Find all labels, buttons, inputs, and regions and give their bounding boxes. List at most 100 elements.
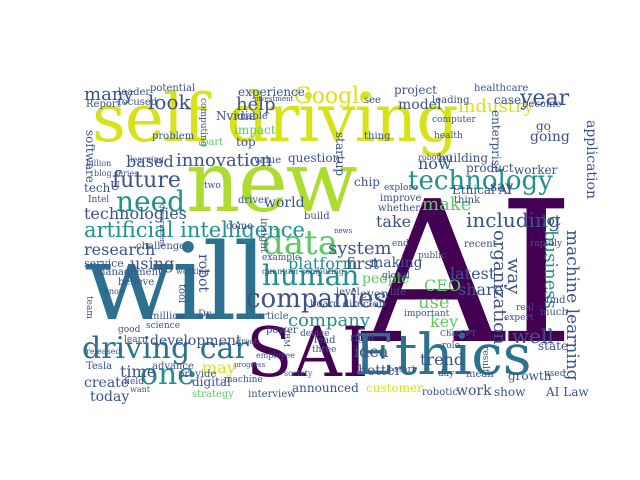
- word-artificial-intelligence: artificial intelligence: [84, 218, 305, 242]
- word-now: now: [418, 154, 452, 173]
- word-better: better: [358, 363, 402, 379]
- word-ethical-ai: Ethical AI: [452, 183, 513, 197]
- word-robot: robot: [195, 254, 211, 293]
- word-say: say: [490, 179, 514, 195]
- word-strategy: strategy: [192, 389, 234, 400]
- word-time: time: [120, 362, 157, 381]
- word-announced: announced: [292, 381, 359, 395]
- word-impact: impact: [234, 123, 276, 137]
- word-leader: leader: [118, 87, 151, 98]
- word-level: level: [336, 287, 360, 298]
- word-share: share: [458, 280, 504, 299]
- word-focused: focused: [118, 97, 158, 108]
- word-worker: worker: [514, 163, 558, 177]
- word-machine: machine: [224, 375, 263, 385]
- word-right: right: [350, 333, 375, 344]
- word-healthcare: healthcare: [474, 83, 529, 94]
- word-may: may: [202, 358, 236, 377]
- word-example: example: [262, 253, 301, 263]
- word-computer: computer: [432, 115, 476, 125]
- word-model: model: [398, 97, 442, 113]
- word-team: team: [84, 296, 94, 319]
- word-leading: leading: [432, 95, 470, 106]
- word-come: come: [226, 221, 254, 232]
- word-recent: recent: [464, 239, 497, 250]
- word-application: application: [583, 120, 599, 199]
- word-advance: advance: [152, 361, 194, 372]
- word-learn: learn: [124, 335, 148, 345]
- word-ceo: CEO: [424, 276, 462, 295]
- word-thing: thing: [364, 131, 391, 142]
- word-need: need: [116, 185, 186, 218]
- word-rapidly: rapidly: [530, 239, 563, 249]
- word-show: show: [494, 385, 526, 399]
- word-dr: Dr: [198, 309, 211, 320]
- word-much: much: [540, 307, 568, 318]
- word-driving-car: driving car: [82, 331, 249, 366]
- word-want: want: [130, 385, 150, 394]
- word-released: released: [86, 347, 121, 356]
- word-product: product: [466, 161, 514, 175]
- word-company: company: [288, 310, 371, 331]
- word-data: data: [262, 223, 338, 263]
- word-driver: driver: [238, 195, 269, 206]
- word-investment: investment: [254, 95, 294, 103]
- word-development: development: [150, 333, 242, 349]
- word-two: two: [204, 181, 221, 191]
- word-top: top: [236, 135, 256, 149]
- word-enable: enable: [234, 111, 268, 122]
- word-believe: believe: [118, 277, 155, 288]
- word-service: service: [84, 257, 124, 270]
- word-robotaxi: robotaxi: [418, 153, 452, 162]
- word-take: take: [376, 212, 412, 231]
- word-organization: organization: [489, 230, 510, 345]
- word-mean: mean: [466, 369, 494, 380]
- word-role: role: [442, 341, 460, 351]
- word-tesla: Tesla: [86, 361, 113, 372]
- word-power: power: [266, 325, 298, 336]
- word-sai: SAI: [246, 314, 369, 393]
- word-project: project: [394, 83, 438, 97]
- word-tech: tech: [84, 181, 111, 195]
- word-people: people: [362, 271, 410, 287]
- word-device: device: [300, 329, 330, 339]
- word-look: look: [148, 90, 191, 114]
- word-chip: chip: [354, 175, 380, 189]
- word-one: one: [140, 357, 196, 392]
- word-learning: learning: [130, 155, 164, 164]
- word-progress: progress: [234, 361, 266, 369]
- word-platform: platform: [288, 254, 358, 273]
- word-build: build: [304, 211, 330, 222]
- word-year: year: [520, 86, 570, 111]
- word-see: see: [364, 95, 381, 106]
- word-ai-law: AI Law: [546, 385, 589, 399]
- word-ai: AI: [362, 160, 575, 388]
- word-million: million: [150, 311, 185, 322]
- word-digital: digital: [192, 375, 231, 389]
- word-management: management: [96, 267, 163, 278]
- word-value: value: [254, 155, 282, 166]
- word-provide: provide: [178, 369, 217, 380]
- word-self-driving: self driving: [92, 80, 459, 157]
- word-help: help: [236, 94, 276, 115]
- word-system: system: [328, 238, 392, 259]
- word-question: question: [288, 151, 341, 165]
- word-google: Google: [294, 84, 373, 109]
- word-result: result: [480, 346, 490, 373]
- word-problem: problem: [152, 131, 195, 142]
- word-computing: computing: [198, 98, 208, 147]
- word-software: software: [83, 130, 97, 183]
- word-whether: whether: [378, 203, 421, 214]
- word-key: key: [430, 312, 459, 331]
- word-report: Report: [86, 99, 121, 110]
- word-work: work: [456, 383, 492, 399]
- word-chatgpt: ChatGPT: [440, 329, 477, 338]
- word-lead: lead: [314, 335, 336, 346]
- word-building: building: [438, 151, 489, 165]
- word-field: field: [124, 377, 144, 387]
- word-employee: employee: [256, 351, 295, 360]
- word-board-director: board director: [310, 299, 384, 310]
- word-explore: explore: [384, 183, 419, 193]
- word-improve: improve: [380, 193, 422, 204]
